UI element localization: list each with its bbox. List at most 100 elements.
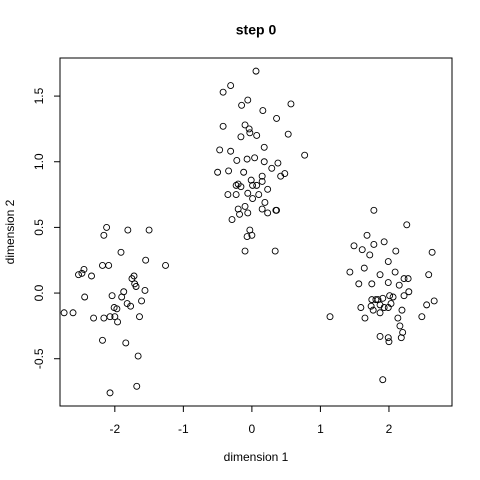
point xyxy=(404,275,412,283)
point xyxy=(400,275,408,283)
point xyxy=(136,313,143,321)
point xyxy=(361,314,369,322)
point xyxy=(105,262,113,269)
point xyxy=(260,143,268,151)
point xyxy=(272,206,280,214)
point xyxy=(380,304,388,311)
point xyxy=(403,221,411,229)
x-tick-label: 0 xyxy=(249,422,256,436)
point xyxy=(391,268,399,276)
point xyxy=(224,191,232,199)
point xyxy=(385,338,393,346)
point xyxy=(118,293,126,301)
point xyxy=(111,313,119,321)
point xyxy=(228,216,236,223)
point xyxy=(243,233,251,241)
plot-frame xyxy=(59,57,453,407)
point xyxy=(249,181,257,189)
point xyxy=(379,294,387,302)
point xyxy=(232,191,240,199)
point xyxy=(405,288,413,296)
point xyxy=(106,313,114,321)
point xyxy=(423,301,431,309)
point xyxy=(241,121,249,129)
point xyxy=(219,88,227,96)
point xyxy=(258,177,266,185)
point xyxy=(246,129,254,137)
point xyxy=(346,268,354,276)
point xyxy=(376,309,384,317)
x-axis-label: dimension 1 xyxy=(224,450,289,464)
point xyxy=(376,332,384,340)
y-axis-label: dimension 2 xyxy=(3,199,17,264)
point xyxy=(252,67,260,75)
point xyxy=(261,199,269,206)
point xyxy=(380,238,388,246)
point xyxy=(80,265,88,273)
y-tick-label: 0.5 xyxy=(32,219,46,236)
point xyxy=(397,334,405,342)
point xyxy=(216,146,224,154)
y-tick-label: 1.5 xyxy=(32,87,46,104)
chart-title: step 0 xyxy=(236,22,277,38)
point xyxy=(369,306,377,314)
point xyxy=(264,209,272,217)
point xyxy=(138,297,146,305)
x-tick-label: -1 xyxy=(178,422,189,436)
point xyxy=(253,132,261,139)
point xyxy=(384,258,392,265)
point xyxy=(227,147,235,155)
point xyxy=(237,133,245,141)
point xyxy=(124,226,132,234)
point xyxy=(396,322,404,330)
point xyxy=(430,297,438,305)
point xyxy=(253,181,261,189)
point xyxy=(363,231,371,239)
point xyxy=(234,205,242,213)
point xyxy=(249,195,257,202)
point xyxy=(241,247,249,255)
point xyxy=(113,305,121,313)
point xyxy=(219,122,227,130)
point xyxy=(247,176,255,184)
point xyxy=(145,226,153,234)
point xyxy=(117,248,125,256)
point xyxy=(386,292,394,300)
point xyxy=(287,100,295,108)
point xyxy=(128,275,136,283)
point xyxy=(392,247,400,255)
point xyxy=(366,251,374,259)
point xyxy=(240,168,248,176)
point xyxy=(274,159,282,167)
y-tick-label: 1.0 xyxy=(32,153,46,170)
point xyxy=(384,334,392,342)
point xyxy=(99,336,106,344)
point xyxy=(379,376,387,384)
point xyxy=(370,241,378,248)
point xyxy=(400,292,408,300)
point xyxy=(384,304,392,311)
point xyxy=(425,271,433,279)
point xyxy=(398,306,406,314)
point xyxy=(395,281,403,289)
point xyxy=(384,279,392,287)
point xyxy=(103,223,111,231)
point xyxy=(238,101,246,109)
point xyxy=(355,280,363,288)
point xyxy=(233,156,241,164)
point xyxy=(255,191,263,199)
point xyxy=(260,158,268,166)
y-tick-label: 0.0 xyxy=(32,284,46,301)
point xyxy=(106,389,114,397)
point xyxy=(251,154,259,162)
point xyxy=(133,382,141,390)
point xyxy=(108,292,116,300)
point xyxy=(284,130,292,138)
point xyxy=(227,82,235,90)
point xyxy=(244,189,252,197)
point xyxy=(372,296,380,304)
point xyxy=(370,206,378,214)
point xyxy=(90,314,98,322)
